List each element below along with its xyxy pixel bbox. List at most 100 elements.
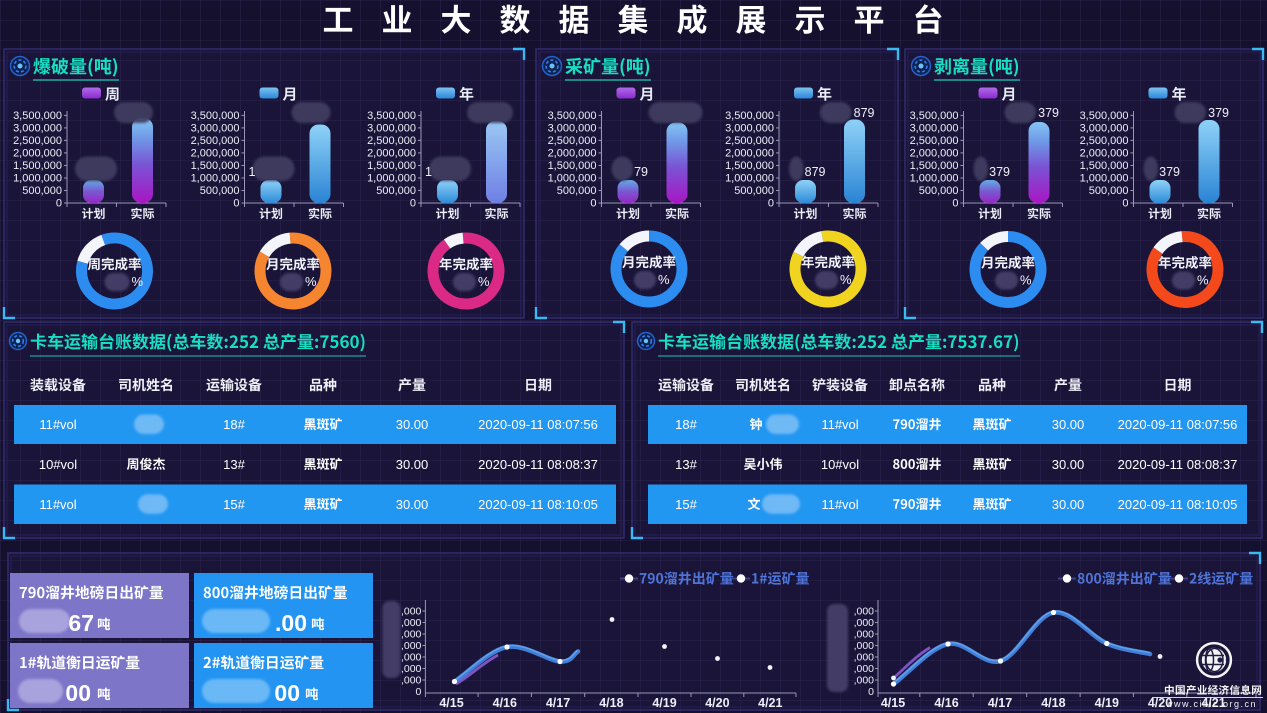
svg-text:1,500,000: 1,500,000	[191, 160, 240, 172]
svg-text:%: %	[840, 272, 852, 287]
svg-text:,000: ,000	[401, 640, 422, 652]
svg-text:3,000,000: 3,000,000	[725, 123, 774, 135]
svg-text:3,500,000: 3,500,000	[367, 110, 416, 122]
svg-text:4/20: 4/20	[705, 696, 729, 710]
svg-text:30.00: 30.00	[396, 417, 429, 432]
svg-text:4/19: 4/19	[652, 696, 676, 710]
svg-text:2,500,000: 2,500,000	[13, 135, 62, 147]
svg-text:0: 0	[590, 198, 596, 210]
svg-text:4/17: 4/17	[988, 696, 1012, 710]
svg-text:18#: 18#	[223, 417, 245, 432]
svg-text:0: 0	[768, 198, 774, 210]
svg-text:3,000,000: 3,000,000	[367, 123, 416, 135]
svg-text:2,500,000: 2,500,000	[725, 135, 774, 147]
svg-text:2020-09-11 08:08:37: 2020-09-11 08:08:37	[1118, 457, 1238, 472]
svg-text:2,000,000: 2,000,000	[725, 148, 774, 160]
svg-text:2,000,000: 2,000,000	[1080, 148, 1129, 160]
svg-text:4/17: 4/17	[546, 696, 570, 710]
svg-text:500,000: 500,000	[22, 185, 62, 197]
svg-text:11#vol: 11#vol	[39, 497, 76, 512]
svg-text:2,500,000: 2,500,000	[1080, 135, 1129, 147]
svg-text:500,000: 500,000	[734, 185, 774, 197]
svg-text:2,500,000: 2,500,000	[910, 135, 959, 147]
svg-text:,000: ,000	[401, 675, 422, 687]
svg-text:%: %	[1020, 273, 1032, 288]
svg-text:3,500,000: 3,500,000	[548, 110, 597, 122]
svg-text:,000: ,000	[401, 663, 422, 675]
svg-text:500,000: 500,000	[557, 185, 597, 197]
svg-text:2,500,000: 2,500,000	[191, 135, 240, 147]
svg-text:00: 00	[65, 680, 91, 706]
svg-text:2,500,000: 2,500,000	[548, 135, 597, 147]
svg-text:500,000: 500,000	[200, 185, 240, 197]
svg-text:18#: 18#	[675, 417, 697, 432]
svg-text:11#vol: 11#vol	[39, 417, 76, 432]
svg-text:11#vol: 11#vol	[821, 497, 858, 512]
svg-text:1,500,000: 1,500,000	[367, 160, 416, 172]
svg-text:2020-09-11 08:07:56: 2020-09-11 08:07:56	[1118, 417, 1238, 432]
svg-text:30.00: 30.00	[1052, 417, 1085, 432]
svg-text:0: 0	[952, 198, 958, 210]
svg-text:3,000,000: 3,000,000	[13, 123, 62, 135]
svg-text:3,500,000: 3,500,000	[13, 110, 62, 122]
svg-text:13#: 13#	[675, 457, 697, 472]
svg-text:4/15: 4/15	[881, 696, 905, 710]
svg-text:1: 1	[249, 165, 256, 179]
svg-text:00: 00	[274, 680, 300, 706]
svg-text:0: 0	[1122, 198, 1128, 210]
svg-text:0: 0	[56, 198, 62, 210]
svg-text:4/21: 4/21	[758, 696, 782, 710]
svg-text:500,000: 500,000	[376, 185, 416, 197]
svg-text:2020-09-11 08:10:05: 2020-09-11 08:10:05	[1118, 497, 1238, 512]
svg-text:3,000,000: 3,000,000	[548, 123, 597, 135]
svg-text:4/16: 4/16	[934, 696, 958, 710]
svg-text:1,500,000: 1,500,000	[13, 160, 62, 172]
svg-text:15#: 15#	[223, 497, 245, 512]
svg-text:379: 379	[1038, 106, 1059, 120]
svg-text:2020-09-11 08:07:56: 2020-09-11 08:07:56	[478, 417, 598, 432]
svg-text:67: 67	[68, 610, 94, 636]
svg-text:4/16: 4/16	[493, 696, 517, 710]
svg-text:1,000,000: 1,000,000	[725, 173, 774, 185]
svg-text:,000: ,000	[854, 629, 875, 641]
svg-text:3,500,000: 3,500,000	[910, 110, 959, 122]
svg-text:30.00: 30.00	[1052, 497, 1085, 512]
svg-text:0: 0	[868, 686, 874, 698]
svg-text:2,000,000: 2,000,000	[13, 148, 62, 160]
svg-text:3,000,000: 3,000,000	[191, 123, 240, 135]
svg-text:3,500,000: 3,500,000	[1080, 110, 1129, 122]
svg-text:%: %	[658, 272, 670, 287]
svg-text:1,500,000: 1,500,000	[910, 160, 959, 172]
svg-text:%: %	[1197, 273, 1209, 288]
svg-text:13#: 13#	[223, 457, 245, 472]
svg-text:2,000,000: 2,000,000	[910, 148, 959, 160]
svg-text:1,000,000: 1,000,000	[910, 173, 959, 185]
svg-text:,000: ,000	[854, 652, 875, 664]
svg-text:2,000,000: 2,000,000	[191, 148, 240, 160]
svg-text:1,500,000: 1,500,000	[725, 160, 774, 172]
svg-text:2020-09-11 08:10:05: 2020-09-11 08:10:05	[478, 497, 598, 512]
svg-text:4/19: 4/19	[1095, 696, 1119, 710]
svg-text:3,000,000: 3,000,000	[910, 123, 959, 135]
svg-text:2020-09-11 08:08:37: 2020-09-11 08:08:37	[478, 457, 598, 472]
svg-text:%: %	[305, 274, 317, 289]
svg-text:1,000,000: 1,000,000	[548, 173, 597, 185]
svg-text:4/18: 4/18	[599, 696, 623, 710]
svg-text:,000: ,000	[854, 675, 875, 687]
svg-text:1,000,000: 1,000,000	[367, 173, 416, 185]
svg-text:,000: ,000	[401, 652, 422, 664]
svg-text:2,500,000: 2,500,000	[367, 135, 416, 147]
svg-text:4/21: 4/21	[1201, 696, 1225, 710]
svg-text:10#vol: 10#vol	[821, 457, 859, 472]
svg-text:%: %	[478, 274, 490, 289]
svg-text:500,000: 500,000	[919, 185, 959, 197]
svg-text:3,500,000: 3,500,000	[725, 110, 774, 122]
svg-text:879: 879	[854, 106, 875, 120]
svg-text:379: 379	[989, 165, 1010, 179]
svg-text:11#vol: 11#vol	[821, 417, 858, 432]
svg-text:379: 379	[1208, 106, 1229, 120]
svg-text:%: %	[132, 274, 144, 289]
svg-text:.00: .00	[275, 610, 307, 636]
svg-text:,000: ,000	[854, 617, 875, 629]
svg-text:2,000,000: 2,000,000	[367, 148, 416, 160]
